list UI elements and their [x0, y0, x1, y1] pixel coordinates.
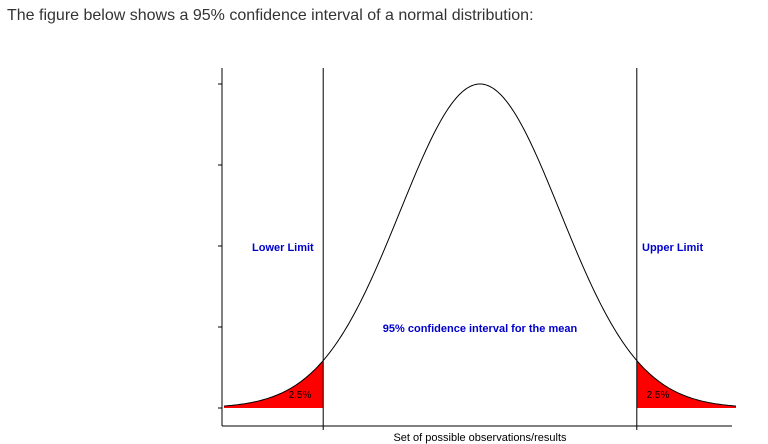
- right-tail-label: 2.5%: [647, 390, 670, 401]
- interval-label: 95% confidence interval for the mean: [383, 323, 578, 335]
- lower-limit-label: Lower Limit: [252, 242, 314, 254]
- y-ticks: [218, 83, 222, 409]
- intro-text: The figure below shows a 95% confidence …: [7, 7, 534, 24]
- normal-curve: [223, 83, 737, 407]
- right-tail-area: [636, 360, 736, 408]
- x-axis-label: Set of possible observations/results: [393, 432, 567, 444]
- upper-limit-label: Upper Limit: [642, 242, 703, 254]
- left-tail-area: [224, 360, 324, 408]
- left-tail-label: 2.5%: [289, 390, 312, 401]
